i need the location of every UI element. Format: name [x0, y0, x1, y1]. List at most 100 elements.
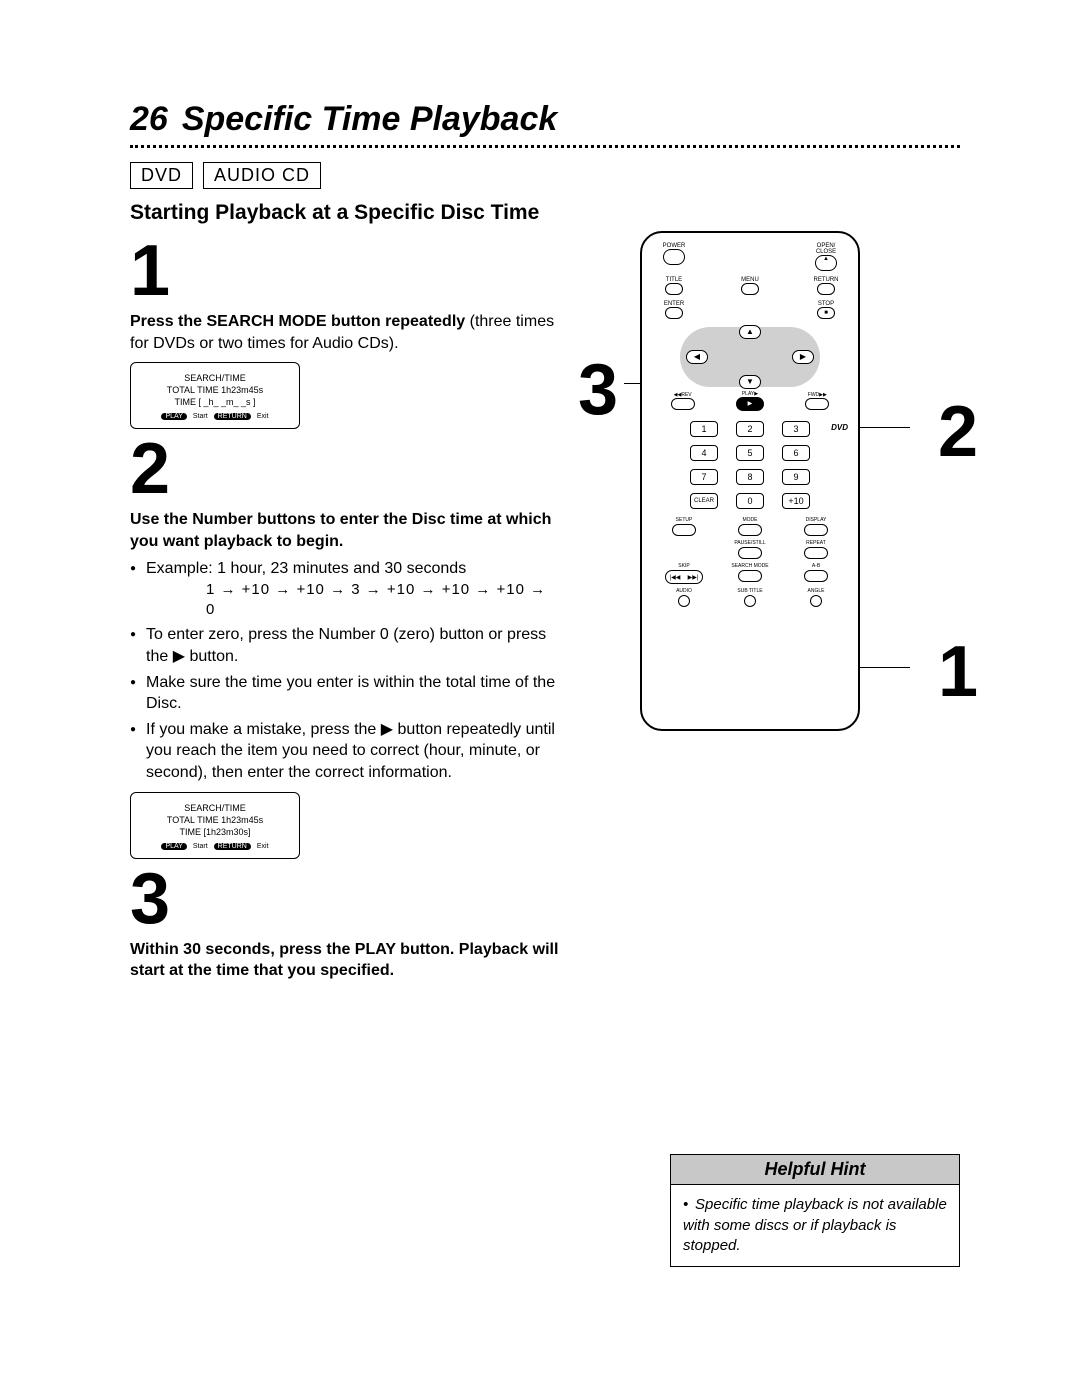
ab-button[interactable] [804, 570, 828, 582]
stop-label: STOP■ [808, 301, 844, 319]
power-label: POWER [656, 243, 692, 271]
audio-cell: AUDIO [656, 588, 712, 607]
hint-body: •Specific time playback is not available… [671, 1185, 959, 1266]
step-3-text: Within 30 seconds, press the PLAY button… [130, 939, 560, 982]
osd1-l1: SEARCH/TIME [141, 373, 289, 383]
mode-button[interactable] [738, 524, 762, 536]
num-1[interactable]: 1 [690, 421, 718, 437]
enter-text: ENTER [664, 301, 684, 307]
angle-label: ANGLE [808, 588, 825, 594]
remote-control: POWER OPEN/ CLOSE▲ TITLE MENU RETURN ENT… [640, 231, 860, 731]
step-2-bullet-4: If you make a mistake, press the ▶ butto… [130, 719, 560, 784]
numpad-row-3: 7 8 9 [690, 469, 810, 485]
title-button[interactable] [665, 283, 683, 295]
step-2-sequence: 1 → +10 → +10 → 3 → +10 → +10 → +10 → 0 [206, 580, 560, 621]
number-pad: 1 2 3 4 5 6 7 8 9 CLEAR 0 +10 [690, 421, 810, 509]
osd2-l1: SEARCH/TIME [141, 803, 289, 813]
numpad-row-2: 4 5 6 [690, 445, 810, 461]
title-label: TITLE [656, 277, 692, 295]
menu-button[interactable] [741, 283, 759, 295]
display-label: DISPLAY [806, 517, 827, 523]
num-6[interactable]: 6 [782, 445, 810, 461]
skip-cell: SKIP |◀◀ ▶▶| [656, 563, 712, 584]
step-3-number: 3 [130, 863, 560, 935]
ab-cell: A-B [788, 563, 844, 584]
num-5[interactable]: 5 [736, 445, 764, 461]
power-button[interactable] [663, 249, 685, 265]
play-label: PLAY▶ [736, 391, 764, 397]
angle-button[interactable] [810, 595, 822, 607]
num-0[interactable]: 0 [736, 493, 764, 509]
dpad-up[interactable]: ▲ [739, 325, 761, 339]
skip-button[interactable]: |◀◀ ▶▶| [665, 570, 703, 584]
num-2[interactable]: 2 [736, 421, 764, 437]
tag-audio-cd: AUDIO CD [203, 162, 321, 189]
dpad-down[interactable]: ▼ [739, 375, 761, 389]
audio-button[interactable] [678, 595, 690, 607]
title-text: TITLE [666, 277, 682, 283]
search-cell: SEARCH MODE [722, 563, 778, 584]
osd2-l2: TOTAL TIME 1h23m45s [141, 815, 289, 825]
step-1-lead: Press the SEARCH MODE button repeatedly [130, 313, 465, 330]
num-plus10[interactable]: +10 [782, 493, 810, 509]
callout-3: 3 [578, 349, 618, 431]
osd1-exit: Exit [257, 413, 269, 420]
return-button[interactable] [817, 283, 835, 295]
num-4[interactable]: 4 [690, 445, 718, 461]
callout-2: 2 [938, 391, 978, 473]
search-mode-button[interactable] [738, 570, 762, 582]
play-button[interactable]: ▶ [736, 397, 764, 411]
search-label: SEARCH MODE [731, 563, 768, 569]
hint-text: Specific time playback is not available … [683, 1196, 947, 1254]
setup-button[interactable] [672, 524, 696, 536]
num-9[interactable]: 9 [782, 469, 810, 485]
rev-button[interactable] [671, 398, 695, 410]
skip-prev-icon: |◀◀ [670, 574, 681, 581]
enter-button[interactable] [665, 307, 683, 319]
skip-next-icon: ▶▶| [688, 574, 699, 581]
fwd-button[interactable] [805, 398, 829, 410]
step-1-number: 1 [130, 235, 560, 307]
repeat-cell: REPEAT [788, 540, 844, 559]
page-number: 26 [130, 100, 168, 139]
step-2-text: Use the Number buttons to enter the Disc… [130, 509, 560, 552]
helpful-hint-box: Helpful Hint •Specific time playback is … [670, 1154, 960, 1267]
num-8[interactable]: 8 [736, 469, 764, 485]
remote-row-title: TITLE MENU RETURN [642, 277, 858, 295]
stop-button[interactable]: ■ [817, 307, 835, 319]
dotted-rule [130, 145, 960, 148]
instructions-column: 1 Press the SEARCH MODE button repeatedl… [130, 231, 560, 982]
display-button[interactable] [804, 524, 828, 536]
osd1-play-pill: PLAY [161, 413, 186, 420]
repeat-button[interactable] [804, 547, 828, 559]
bg-row-3: SKIP |◀◀ ▶▶| SEARCH MODE A-B [656, 563, 844, 584]
angle-cell: ANGLE [788, 588, 844, 607]
menu-text: MENU [741, 277, 759, 283]
subtitle-cell: SUB TITLE [722, 588, 778, 607]
step-2-number: 2 [130, 433, 560, 505]
section-subtitle: Starting Playback at a Specific Disc Tim… [130, 201, 960, 225]
hint-title: Helpful Hint [671, 1155, 959, 1185]
dpad-right[interactable]: ▶ [792, 350, 814, 364]
mode-cell: MODE [722, 517, 778, 536]
spacer-cell [656, 540, 712, 559]
stop-text: STOP [818, 301, 834, 307]
num-7[interactable]: 7 [690, 469, 718, 485]
osd2-start: Start [193, 843, 208, 850]
dpad-left[interactable]: ◀ [686, 350, 708, 364]
num-3[interactable]: 3 [782, 421, 810, 437]
step-3-lead: Within 30 seconds, press the PLAY button… [130, 941, 558, 980]
pause-label: PAUSE/STILL [734, 540, 765, 546]
pause-button[interactable] [738, 547, 762, 559]
num-clear[interactable]: CLEAR [690, 493, 718, 509]
skip-label: SKIP [678, 563, 689, 569]
open-close-button[interactable]: ▲ [815, 255, 837, 271]
remote-column: 3 2 1 POWER OPEN/ CLOSE▲ TITLE MENU RETU… [580, 231, 960, 982]
osd-box-2: SEARCH/TIME TOTAL TIME 1h23m45s TIME [1h… [130, 792, 300, 859]
return-label: RETURN [808, 277, 844, 295]
callout-1: 1 [938, 631, 978, 713]
mode-label: MODE [743, 517, 758, 523]
subtitle-button[interactable] [744, 595, 756, 607]
open-close-label: OPEN/ CLOSE▲ [808, 243, 844, 271]
remote-bottom-grid: SETUP MODE DISPLAY PAUSE/STILL REPEAT SK… [642, 517, 858, 607]
